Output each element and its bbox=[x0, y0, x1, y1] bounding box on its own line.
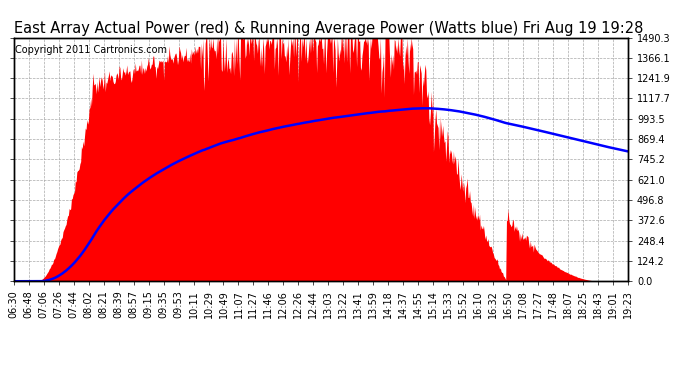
Text: Copyright 2011 Cartronics.com: Copyright 2011 Cartronics.com bbox=[15, 45, 167, 55]
Text: East Array Actual Power (red) & Running Average Power (Watts blue) Fri Aug 19 19: East Array Actual Power (red) & Running … bbox=[14, 21, 643, 36]
